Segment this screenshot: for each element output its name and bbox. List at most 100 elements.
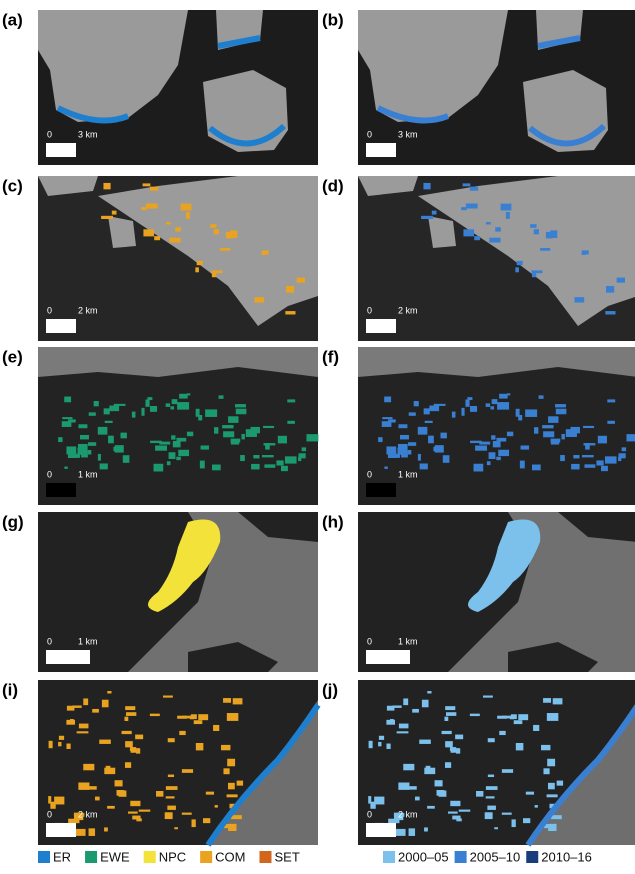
- change-patch: [439, 790, 447, 796]
- change-patch: [539, 395, 544, 398]
- change-patch: [487, 806, 496, 810]
- change-patch: [408, 450, 411, 455]
- change-patch: [166, 786, 178, 790]
- change-patch: [445, 741, 453, 747]
- change-patch: [433, 447, 441, 451]
- scale-end: 1 km: [78, 636, 98, 646]
- change-patch: [502, 769, 513, 773]
- scale-end: 1 km: [78, 469, 98, 479]
- change-patch: [501, 204, 512, 211]
- change-patch: [178, 450, 189, 456]
- change-patch: [445, 762, 451, 768]
- change-patch: [83, 764, 94, 770]
- change-patch: [427, 691, 431, 693]
- change-patch: [224, 432, 229, 437]
- change-patch: [470, 714, 480, 716]
- legend-label: 2010–16: [541, 849, 592, 864]
- change-patch: [421, 216, 433, 219]
- legend-swatch: [383, 851, 395, 863]
- change-patch: [281, 466, 288, 471]
- change-patch: [523, 818, 530, 823]
- legend-label: SET: [274, 849, 299, 864]
- change-patch: [58, 742, 61, 746]
- change-patch: [450, 801, 460, 806]
- panel-label: (g): [2, 512, 24, 531]
- change-patch: [496, 457, 501, 460]
- change-patch: [128, 811, 138, 813]
- change-patch: [174, 827, 178, 829]
- change-patch: [125, 741, 133, 747]
- change-patch: [177, 402, 189, 410]
- change-patch: [286, 286, 294, 293]
- change-patch: [92, 709, 99, 713]
- change-patch: [94, 401, 99, 406]
- change-patch: [543, 768, 549, 774]
- change-patch: [76, 454, 80, 458]
- change-patch: [405, 786, 416, 789]
- change-patch: [220, 248, 230, 251]
- change-patch: [476, 791, 483, 797]
- change-patch: [486, 786, 498, 790]
- change-patch: [461, 408, 464, 416]
- change-patch: [423, 183, 430, 189]
- change-patch: [112, 211, 117, 215]
- change-patch: [432, 211, 437, 215]
- change-patch: [555, 404, 566, 407]
- change-patch: [461, 207, 467, 210]
- change-patch: [78, 424, 87, 428]
- change-patch: [403, 698, 408, 705]
- change-patch: [601, 466, 608, 471]
- scale-start: 0: [47, 469, 52, 479]
- change-patch: [584, 464, 595, 467]
- land: [203, 70, 288, 152]
- change-patch: [285, 311, 295, 314]
- change-patch: [444, 717, 448, 721]
- change-patch: [399, 724, 409, 729]
- change-patch: [169, 238, 180, 243]
- legend-swatch: [455, 851, 467, 863]
- scale-bar: [366, 483, 396, 497]
- scale-end: 2 km: [398, 809, 418, 819]
- change-patch: [120, 433, 126, 439]
- change-patch: [574, 297, 584, 302]
- change-patch: [547, 713, 558, 721]
- change-patch: [107, 691, 111, 693]
- change-patch: [553, 698, 563, 704]
- change-patch: [379, 736, 384, 740]
- change-patch: [236, 409, 247, 415]
- change-patch: [412, 709, 419, 713]
- panel-label: (b): [322, 10, 344, 29]
- change-patch: [626, 434, 635, 441]
- change-patch: [200, 461, 205, 469]
- change-patch: [489, 452, 496, 459]
- change-patch: [470, 441, 482, 443]
- change-patch: [171, 435, 175, 439]
- change-patch: [264, 464, 275, 467]
- change-patch: [72, 705, 81, 707]
- change-patch: [88, 450, 91, 455]
- change-patch: [187, 432, 193, 437]
- change-patch: [398, 444, 408, 451]
- scale-start: 0: [367, 305, 372, 315]
- change-patch: [126, 712, 136, 716]
- change-patch: [498, 450, 509, 456]
- legend-label: COM: [215, 849, 245, 864]
- change-patch: [167, 806, 176, 810]
- change-patch: [557, 781, 563, 786]
- change-patch: [136, 748, 140, 753]
- change-patch: [510, 716, 514, 720]
- legend-swatch: [85, 851, 97, 863]
- change-patch: [186, 212, 190, 219]
- change-patch: [401, 450, 408, 457]
- change-patch: [100, 463, 108, 469]
- change-patch: [400, 435, 409, 439]
- change-patch: [497, 716, 507, 719]
- change-patch: [89, 828, 96, 836]
- change-patch: [187, 393, 190, 395]
- scale-bar: [366, 143, 396, 157]
- change-patch: [507, 393, 510, 395]
- scale-end: 3 km: [398, 129, 418, 139]
- change-patch: [64, 467, 67, 469]
- change-patch: [488, 738, 495, 742]
- change-patch: [195, 267, 199, 272]
